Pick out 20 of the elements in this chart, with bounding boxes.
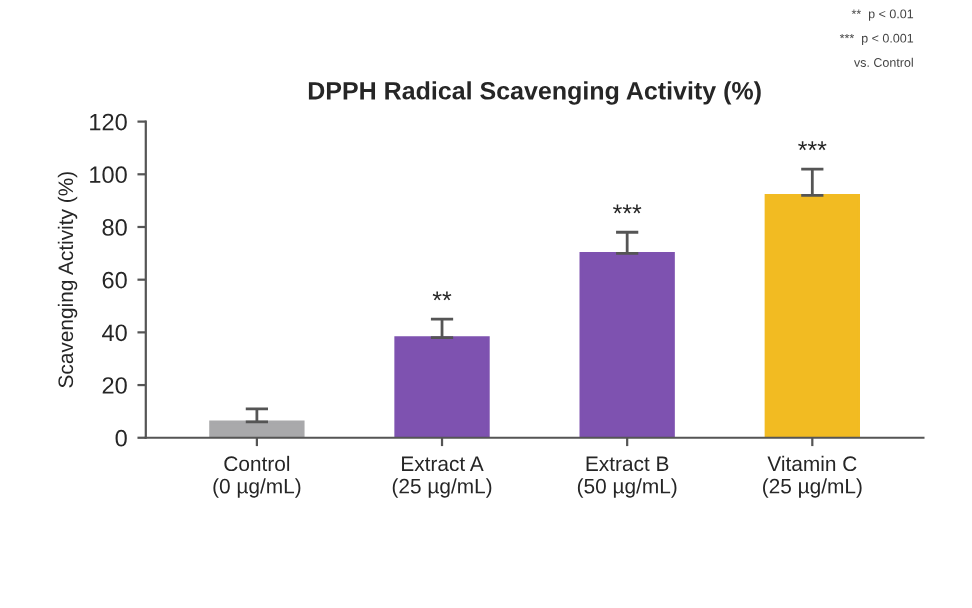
x-tick-label: Control (0 µg/mL) — [213, 455, 301, 498]
annotation: *** — [798, 141, 827, 151]
x-tick-label: Extract B (50 µg/mL) — [577, 456, 677, 498]
bar — [579, 251, 675, 438]
y-tick-label: 80 — [102, 219, 127, 236]
bar — [764, 193, 860, 438]
y-tick-label: 20 — [102, 377, 127, 394]
y-axis-title: Scavenging Activity (%) — [57, 172, 78, 388]
annotation: ** — [432, 291, 452, 301]
y-tick-label: 120 — [90, 113, 127, 131]
y-tick-label: 40 — [102, 324, 127, 342]
bar — [394, 336, 490, 438]
bar — [209, 420, 305, 438]
annotation: *** — [612, 204, 642, 214]
chart-title: DPPH Radical Scavenging Activity (%) — [308, 81, 761, 105]
x-tick-label: Vitamin C (25 µg/mL) — [763, 455, 862, 498]
x-tick-label: Extract A (25 µg/mL) — [392, 456, 492, 498]
y-tick-label: 0 — [115, 429, 127, 447]
y-tick-label: 60 — [102, 271, 127, 289]
y-tick-label: 100 — [90, 166, 127, 184]
